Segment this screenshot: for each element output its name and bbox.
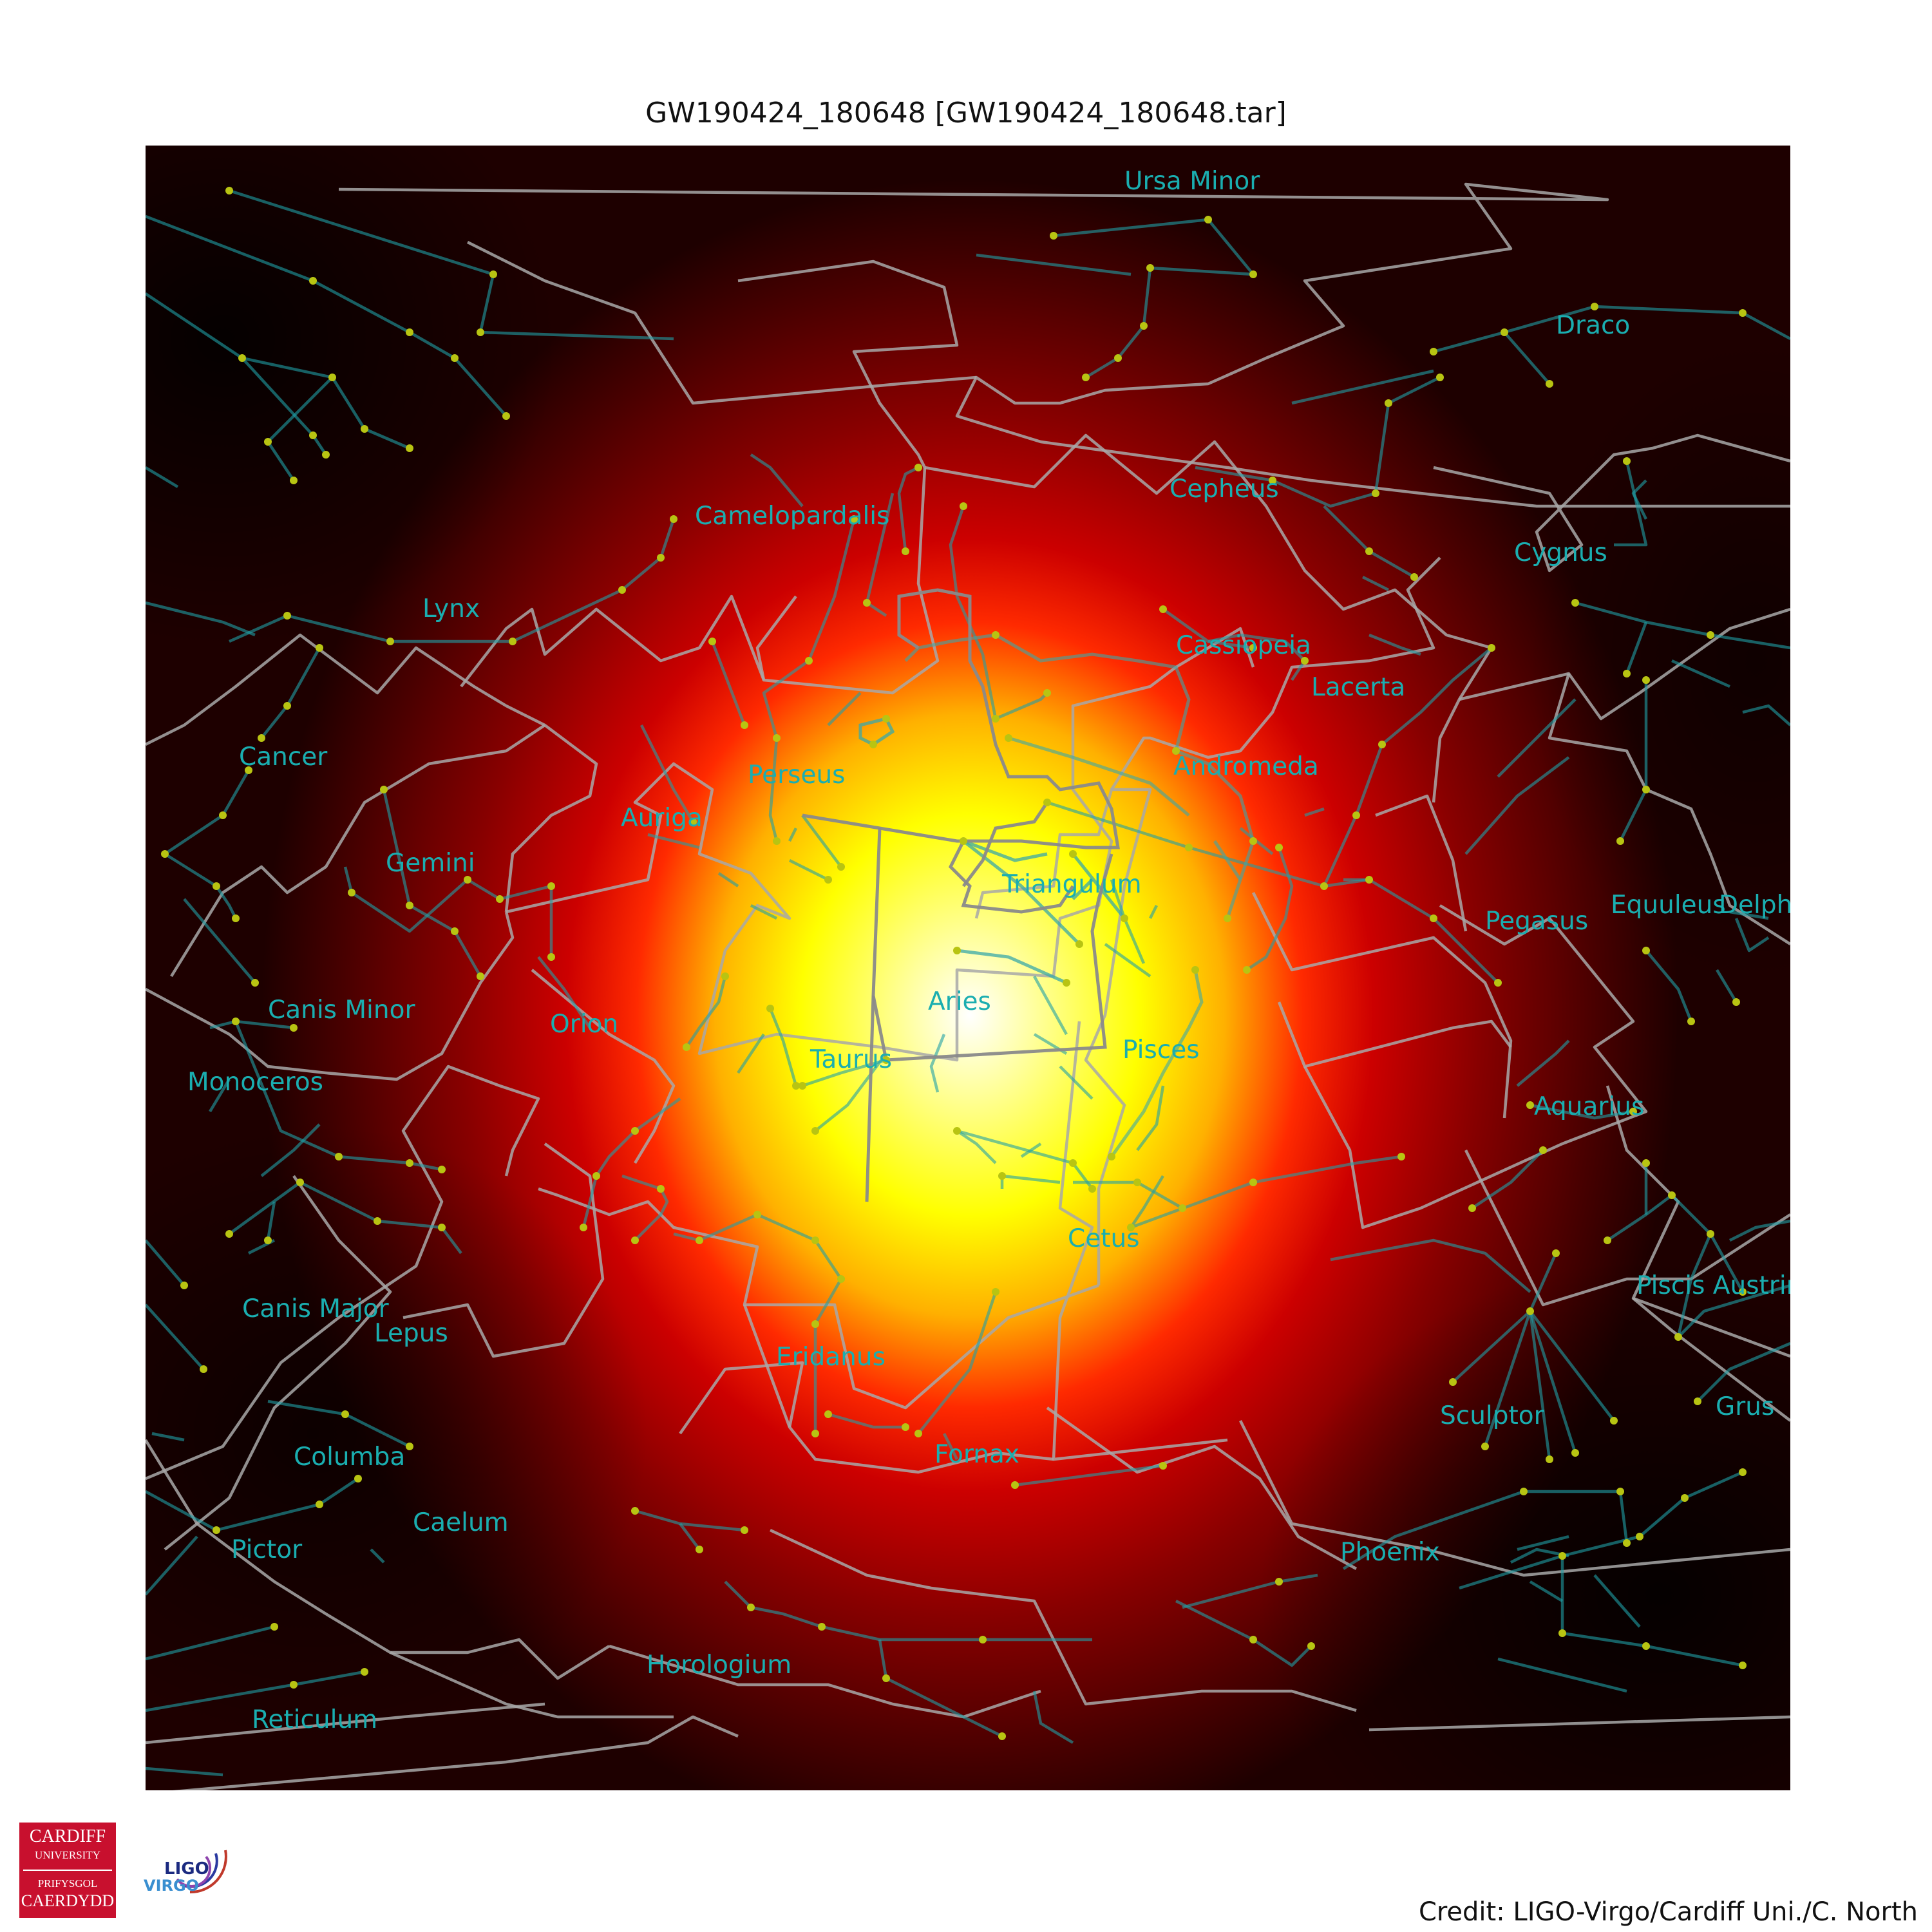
label-gemini: Gemini <box>386 849 475 878</box>
label-ursa-minor: Ursa Minor <box>1124 167 1260 196</box>
label-fornax: Fornax <box>934 1440 1019 1469</box>
label-draco: Draco <box>1556 311 1630 340</box>
label-piscis-austrinus: Piscis Austrinus <box>1636 1271 1790 1300</box>
label-lacerta: Lacerta <box>1311 673 1405 702</box>
label-taurus: Taurus <box>810 1045 892 1074</box>
central-constellation-lines <box>858 633 1255 1158</box>
label-lepus: Lepus <box>374 1319 448 1348</box>
label-cygnus: Cygnus <box>1514 538 1607 567</box>
label-cassiopeia: Cassiopeia <box>1176 631 1311 660</box>
svg-text:LIGO: LIGO <box>164 1859 209 1879</box>
label-aries: Aries <box>928 987 991 1016</box>
constellation-lines <box>146 189 1790 1777</box>
label-eridanus: Eridanus <box>776 1343 886 1372</box>
label-horologium: Horologium <box>647 1651 791 1680</box>
label-pegasus: Pegasus <box>1485 907 1588 936</box>
label-canis-minor: Canis Minor <box>268 996 415 1025</box>
label-monoceros: Monoceros <box>187 1068 323 1097</box>
low-probability-region <box>1260 1260 1790 1790</box>
label-equuleus: Equuleus <box>1611 891 1726 920</box>
label-canis-major: Canis Major <box>242 1294 390 1323</box>
label-reticulum: Reticulum <box>252 1705 377 1734</box>
stars <box>161 187 1747 1740</box>
svg-text:CAERDYDD: CAERDYDD <box>21 1891 114 1910</box>
plot-title: GW190424_180648 [GW190424_180648.tar] <box>645 97 1287 129</box>
label-grus: Grus <box>1716 1392 1774 1421</box>
ligo-virgo-logo: LIGO VIRGO <box>138 1841 232 1905</box>
label-auriga: Auriga <box>621 804 703 833</box>
label-perseus: Perseus <box>748 761 846 790</box>
central-boundaries <box>802 588 1120 1202</box>
label-cepheus: Cepheus <box>1170 475 1279 504</box>
label-sculptor: Sculptor <box>1440 1401 1545 1430</box>
label-pictor: Pictor <box>231 1535 303 1564</box>
svg-text:VIRGO: VIRGO <box>144 1877 199 1895</box>
label-delphinus: Delphinus <box>1719 891 1790 920</box>
label-camelopardalis: Camelopardalis <box>695 502 889 531</box>
low-probability-region <box>146 146 558 648</box>
label-caelum: Caelum <box>413 1508 509 1537</box>
label-andromeda: Andromeda <box>1173 752 1319 781</box>
label-columba: Columba <box>294 1443 405 1472</box>
svg-text:PRIFYSGOL: PRIFYSGOL <box>38 1877 98 1889</box>
svg-text:UNIVERSITY: UNIVERSITY <box>35 1849 100 1861</box>
label-phoenix: Phoenix <box>1340 1538 1440 1567</box>
label-orion: Orion <box>550 1010 618 1039</box>
low-probability-region <box>1530 339 1790 983</box>
label-cetus: Cetus <box>1068 1224 1140 1253</box>
cardiff-university-logo: CARDIFF UNIVERSITY PRIFYSGOL CAERDYDD <box>19 1823 116 1918</box>
label-triangulum: Triangulum <box>1001 870 1142 899</box>
credit-text: Credit: LIGO-Virgo/Cardiff Uni./C. North <box>1418 1897 1918 1927</box>
svg-text:CARDIFF: CARDIFF <box>30 1826 106 1846</box>
constellation-labels: Ursa Minor Draco Cepheus Camelopardalis … <box>187 167 1790 1734</box>
low-probability-region <box>146 1124 648 1743</box>
constellation-boundaries <box>146 182 1790 1790</box>
label-cancer: Cancer <box>239 743 328 772</box>
label-aquarius: Aquarius <box>1534 1092 1644 1121</box>
label-pisces: Pisces <box>1122 1036 1200 1065</box>
sky-map[interactable]: Ursa Minor Draco Cepheus Camelopardalis … <box>146 146 1790 1790</box>
label-lynx: Lynx <box>422 594 480 623</box>
